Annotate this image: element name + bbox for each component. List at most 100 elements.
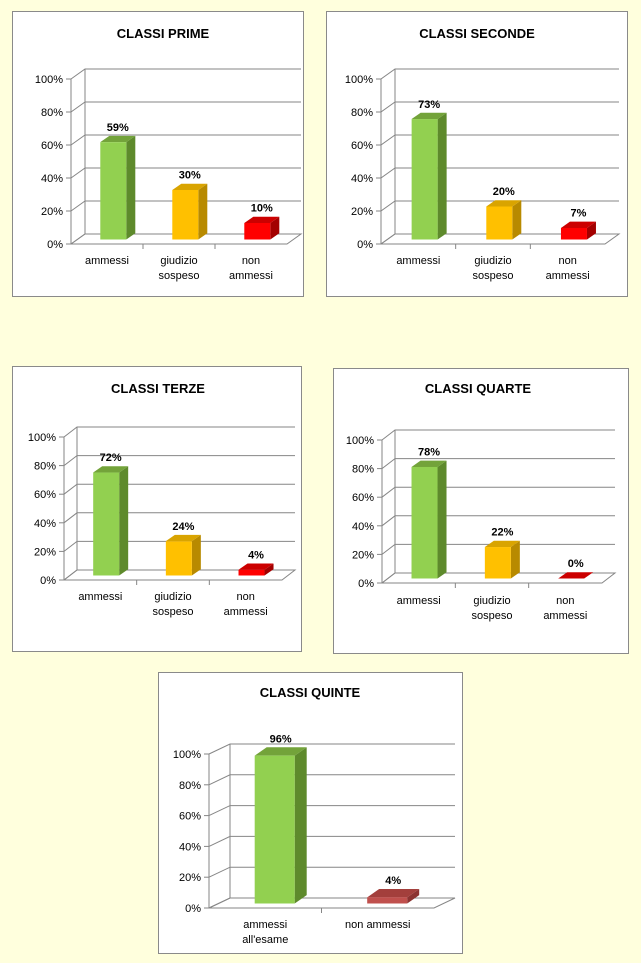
bar-top	[254, 747, 307, 756]
chart-svg-0: CLASSI PRIME 0% 20% 40% 60% 80% 100% 59% ammessi…	[35, 26, 303, 282]
bar-1	[165, 534, 201, 576]
y-tick-label: 20%	[34, 546, 56, 558]
bar-side	[294, 747, 307, 904]
chart-title: CLASSI TERZE	[111, 381, 205, 396]
y-tick-label: 80%	[41, 107, 63, 119]
category-label: giudizio sospeso	[153, 591, 194, 618]
data-label: 7%	[571, 208, 587, 220]
bar-side	[264, 563, 274, 576]
bar-2	[238, 563, 274, 576]
bar-2	[244, 216, 280, 240]
bar-top	[558, 572, 594, 579]
chart-title: CLASSI SECONDE	[419, 26, 535, 41]
bar-top	[560, 221, 596, 228]
y-tick-label: 0%	[358, 578, 374, 590]
data-label: 96%	[270, 733, 292, 745]
bar-1	[367, 888, 420, 904]
y-tick-label: 0%	[357, 239, 373, 251]
y-tick-label: 80%	[34, 461, 56, 473]
bar-1	[484, 540, 520, 579]
y-tick-label: 80%	[179, 780, 201, 792]
data-label: 59%	[107, 122, 129, 134]
bar-front	[172, 190, 199, 240]
y-tick-label: 60%	[352, 492, 374, 504]
bar-front	[486, 206, 513, 240]
bar-front	[100, 142, 127, 240]
y-tick-label: 60%	[179, 811, 201, 823]
category-label: non ammessi	[546, 255, 590, 282]
category-label: giudizio sospeso	[159, 255, 200, 282]
y-tick-label: 0%	[47, 239, 63, 251]
y-tick-label: 40%	[34, 518, 56, 530]
bar-top	[484, 540, 520, 548]
data-label: 20%	[493, 186, 515, 198]
bar-side	[437, 112, 447, 240]
chart-classi-seconde: CLASSI SECONDE 0% 20% 40% 60% 80% 100% 73% ammes…	[326, 11, 628, 297]
bar-side	[119, 466, 129, 576]
data-label: 4%	[248, 549, 264, 561]
bar-0	[93, 466, 129, 576]
bar-side	[512, 200, 522, 240]
bar-front	[254, 755, 295, 904]
data-label: 22%	[491, 527, 513, 539]
y-tick-label: 100%	[28, 432, 56, 444]
bar-front	[411, 119, 438, 240]
data-label: 24%	[172, 521, 194, 533]
y-tick-label: 100%	[35, 74, 63, 86]
y-tick-label: 40%	[351, 173, 373, 185]
y-tick-label: 60%	[41, 140, 63, 152]
bar-side	[270, 216, 280, 240]
bar-side	[586, 221, 596, 240]
data-label: 72%	[100, 452, 122, 464]
y-tick-label: 20%	[41, 206, 63, 218]
bar-0	[411, 460, 447, 579]
bar-top	[411, 112, 447, 120]
y-tick-label: 80%	[351, 107, 373, 119]
category-label: non ammessi	[224, 591, 268, 618]
y-tick-label: 20%	[179, 872, 201, 884]
bar-side	[126, 135, 136, 240]
chart-title: CLASSI QUARTE	[425, 381, 532, 396]
chart-svg-1: CLASSI SECONDE 0% 20% 40% 60% 80% 100% 73% ammes…	[345, 26, 621, 282]
bar-top	[411, 460, 447, 467]
bar-side	[198, 183, 208, 240]
bar-top	[367, 888, 420, 898]
bar-side	[510, 540, 520, 579]
bar-0	[100, 135, 136, 240]
chart-svg-3: CLASSI QUARTE 0% 20% 40% 60% 80% 100% 78% ammess…	[346, 381, 617, 622]
y-tick-label: 40%	[41, 173, 63, 185]
y-tick-label: 40%	[352, 521, 374, 533]
bar-side	[191, 534, 201, 576]
bar-front	[165, 541, 192, 576]
y-tick-label: 20%	[352, 549, 374, 561]
category-label: giudizio sospeso	[473, 255, 514, 282]
y-tick-label: 80%	[352, 464, 374, 476]
y-tick-label: 0%	[185, 903, 201, 915]
bar-top	[100, 135, 136, 143]
bar-front	[411, 466, 438, 579]
bar-top	[172, 183, 208, 190]
y-tick-label: 60%	[34, 489, 56, 501]
gridline	[381, 429, 615, 441]
bar-side	[407, 888, 420, 904]
category-label: ammessi all'esame	[242, 919, 288, 946]
chart-svg-4: CLASSI QUINTE 0% 20% 40% 60% 80% 100% 96% ammess…	[173, 685, 456, 946]
y-tick-label: 100%	[346, 435, 374, 447]
y-tick-label: 100%	[345, 74, 373, 86]
bar-front	[367, 897, 408, 904]
gridline	[70, 68, 301, 80]
bar-2	[560, 221, 596, 240]
category-label: non ammessi	[229, 255, 273, 282]
category-label: non ammessi	[543, 595, 587, 622]
bar-front	[560, 227, 587, 240]
bar-front	[484, 547, 511, 579]
bar-top	[165, 534, 201, 542]
bar-front	[244, 223, 271, 240]
bar-top	[486, 200, 522, 207]
data-label: 0%	[568, 558, 584, 570]
y-tick-label: 60%	[351, 140, 373, 152]
bar-front	[93, 472, 120, 576]
bar-top	[244, 216, 280, 223]
category-label: ammessi	[397, 595, 441, 607]
category-label: ammessi	[396, 255, 440, 267]
